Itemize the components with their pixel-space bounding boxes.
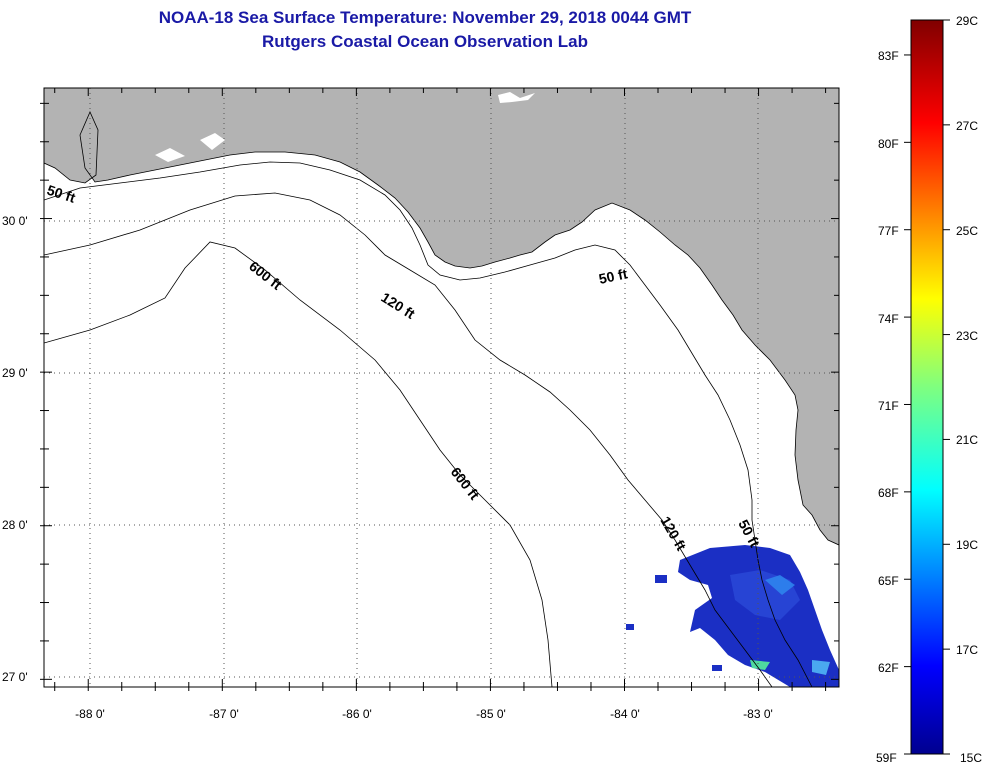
land-mass: [44, 88, 839, 546]
colorbar-fahrenheit-label: 59F: [876, 751, 897, 765]
map-subtitle: Rutgers Coastal Ocean Observation Lab: [262, 32, 588, 51]
lon-tick-label: -84 0': [610, 707, 640, 721]
colorbar: [910, 19, 944, 755]
lon-tick-label: -85 0': [476, 707, 506, 721]
colorbar-celsius-label: 29C: [956, 14, 978, 28]
contour-50ft: [44, 161, 813, 687]
lat-tick-label: 30 0': [2, 214, 28, 228]
lon-tick-label: -87 0': [209, 707, 239, 721]
lat-tick-label: 29 0': [2, 366, 28, 380]
contour-120ft: [44, 192, 773, 687]
colorbar-celsius-label: 27C: [956, 119, 978, 133]
axis-ticks: [40, 88, 839, 691]
colorbar-fahrenheit-label: 83F: [878, 49, 899, 63]
sst-data-patch: [626, 545, 839, 687]
lat-tick-label: 28 0': [2, 518, 28, 532]
lon-tick-label: -83 0': [743, 707, 773, 721]
colorbar-celsius-label: 15C: [960, 751, 982, 765]
colorbar-celsius-label: 23C: [956, 329, 978, 343]
colorbar-fahrenheit-label: 62F: [878, 661, 899, 675]
colorbar-fahrenheit-label: 68F: [878, 486, 899, 500]
colorbar-fahrenheit-label: 65F: [878, 574, 899, 588]
colorbar-celsius-label: 25C: [956, 224, 978, 238]
colorbar-fahrenheit-label: 80F: [878, 137, 899, 151]
colorbar-fahrenheit-label: 71F: [878, 399, 899, 413]
colorbar-celsius-label: 19C: [956, 538, 978, 552]
colorbar-ticks: [904, 19, 950, 755]
bay-icon: [200, 133, 225, 150]
contour-label: 50 ft: [597, 265, 629, 287]
lon-tick-label: -88 0': [75, 707, 105, 721]
map-title: NOAA-18 Sea Surface Temperature: Novembe…: [158, 8, 692, 27]
colorbar-fahrenheit-label: 77F: [878, 224, 899, 238]
lon-tick-label: -86 0': [342, 707, 372, 721]
lat-tick-label: 27 0': [2, 670, 28, 684]
colorbar-fahrenheit-label: 74F: [878, 312, 899, 326]
colorbar-celsius-label: 21C: [956, 433, 978, 447]
plot-frame: [43, 87, 840, 688]
lake-icon: [498, 92, 535, 103]
bay-icon: [155, 148, 185, 162]
colorbar-celsius-label: 17C: [956, 643, 978, 657]
contour-600ft: [44, 241, 553, 687]
